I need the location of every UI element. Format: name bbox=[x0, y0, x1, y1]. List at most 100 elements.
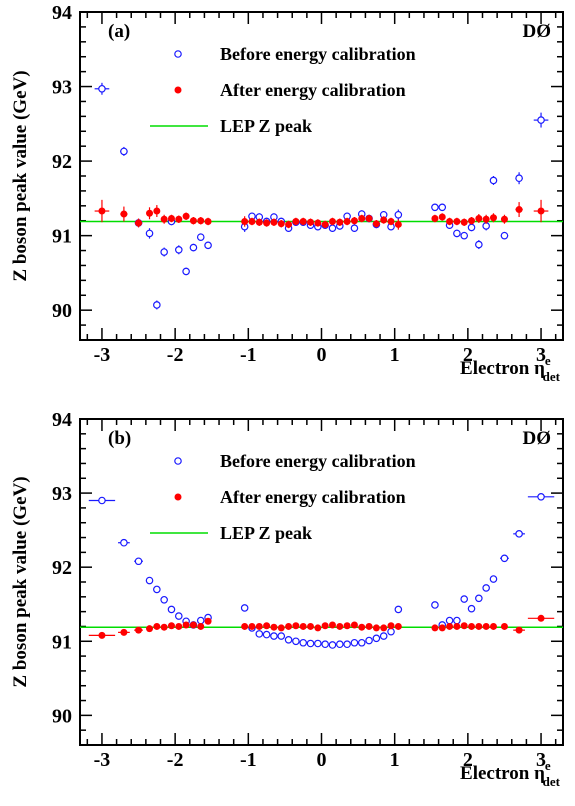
data-point-after bbox=[358, 623, 366, 631]
data-point-before bbox=[453, 616, 461, 625]
data-point-after bbox=[365, 622, 373, 630]
data-point-before bbox=[160, 595, 168, 604]
data-point-after bbox=[270, 623, 278, 631]
data-point-after bbox=[336, 622, 344, 630]
data-point-after bbox=[453, 217, 461, 225]
x-tick-label: 3 bbox=[536, 749, 546, 771]
x-tick-label: -2 bbox=[167, 749, 184, 771]
data-point-before bbox=[98, 496, 106, 505]
y-axis-title: Z boson peak value (GeV) bbox=[10, 70, 31, 281]
data-point-before bbox=[537, 116, 545, 124]
data-point-after bbox=[468, 622, 476, 630]
data-point-after bbox=[350, 621, 358, 629]
data-point-before bbox=[453, 229, 461, 238]
data-point-before bbox=[467, 223, 476, 232]
panel-b: -3 -2 -1 0 1 2 3 90 91 92 93 94 Z boson peak value (… bbox=[10, 409, 564, 789]
x-tick-label: 2 bbox=[463, 749, 473, 771]
data-point-after bbox=[489, 622, 497, 630]
panel-label: (a) bbox=[108, 21, 130, 42]
y-tick-label: 92 bbox=[52, 557, 72, 579]
data-point-after bbox=[537, 207, 545, 215]
data-point-before bbox=[460, 231, 469, 240]
x-tick-label: 0 bbox=[317, 344, 327, 366]
data-point-after bbox=[146, 625, 154, 633]
x-tick-label: -1 bbox=[240, 344, 257, 366]
data-point-before bbox=[204, 241, 212, 250]
data-point-after bbox=[299, 217, 307, 225]
legend-open-circle-icon bbox=[174, 50, 182, 58]
legend-label: Before energy calibration bbox=[220, 451, 416, 471]
data-point-before bbox=[153, 301, 161, 309]
data-point-before bbox=[196, 233, 205, 241]
data-point-before bbox=[145, 229, 154, 238]
data-point-before bbox=[500, 554, 509, 563]
data-point-before bbox=[343, 640, 351, 649]
data-point-before bbox=[475, 594, 483, 603]
data-point-after bbox=[328, 217, 336, 225]
data-point-after bbox=[468, 217, 476, 225]
data-point-after bbox=[431, 214, 439, 222]
data-point-before bbox=[328, 641, 337, 649]
x-tick-label: 3 bbox=[536, 344, 546, 366]
data-point-after bbox=[277, 220, 285, 228]
data-point-after bbox=[255, 218, 263, 226]
data-point-after bbox=[182, 621, 190, 629]
data-point-after bbox=[204, 217, 212, 225]
data-point-after bbox=[460, 218, 468, 226]
data-point-after bbox=[175, 215, 183, 223]
data-point-after bbox=[380, 624, 388, 632]
x-tick-label: -3 bbox=[94, 749, 111, 771]
data-point-after bbox=[248, 622, 256, 630]
data-point-before bbox=[460, 595, 469, 603]
data-point-after bbox=[460, 622, 468, 630]
x-tick-label: 1 bbox=[390, 344, 400, 366]
data-point-after bbox=[135, 626, 143, 634]
data-point-before bbox=[167, 605, 176, 614]
y-tick-label: 92 bbox=[52, 151, 72, 173]
data-point-before bbox=[299, 638, 308, 647]
data-point-after bbox=[153, 622, 161, 630]
data-point-after bbox=[98, 631, 106, 639]
data-point-before bbox=[321, 640, 329, 649]
data-point-before bbox=[379, 632, 388, 640]
data-point-before bbox=[174, 612, 183, 620]
data-point-after bbox=[98, 207, 106, 215]
data-point-after bbox=[380, 216, 388, 224]
y-tick-label: 91 bbox=[52, 631, 72, 653]
data-point-before bbox=[284, 635, 293, 644]
data-point-after bbox=[372, 220, 380, 228]
data-point-after bbox=[321, 622, 329, 630]
data-point-after bbox=[241, 622, 249, 630]
data-point-before bbox=[475, 240, 483, 249]
data-point-after bbox=[372, 624, 380, 632]
data-point-after bbox=[189, 217, 197, 225]
data-point-after bbox=[336, 218, 344, 226]
data-point-after bbox=[515, 206, 523, 214]
data-point-after bbox=[299, 622, 307, 630]
data-point-after bbox=[475, 214, 483, 222]
data-point-after bbox=[328, 621, 336, 629]
data-point-after bbox=[387, 622, 395, 630]
legend-label: LEP Z peak bbox=[220, 116, 312, 136]
data-point-before bbox=[394, 210, 403, 219]
y-tick-label: 94 bbox=[52, 2, 72, 24]
data-point-after bbox=[321, 220, 329, 228]
x-axis-title: Electron ηe det bbox=[460, 353, 561, 384]
data-point-after bbox=[453, 622, 461, 630]
data-point-after bbox=[438, 213, 446, 221]
data-point-after bbox=[358, 214, 366, 222]
data-point-after bbox=[204, 617, 212, 625]
y-tick-label: 90 bbox=[52, 705, 72, 727]
legend-label: After energy calibration bbox=[220, 80, 406, 100]
data-point-after bbox=[197, 217, 205, 225]
data-point-before bbox=[431, 601, 439, 609]
x-axis-title: Electron ηe det bbox=[460, 758, 561, 789]
data-point-after bbox=[394, 220, 402, 228]
y-tick-label: 91 bbox=[52, 226, 72, 248]
data-point-before bbox=[145, 576, 154, 585]
data-point-after bbox=[475, 622, 483, 630]
data-point-after bbox=[482, 622, 490, 630]
data-point-before bbox=[196, 616, 205, 625]
data-point-before bbox=[515, 174, 523, 183]
